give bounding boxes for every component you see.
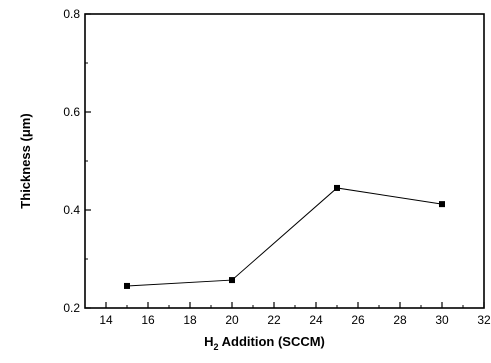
x-tick-label: 32 bbox=[477, 313, 491, 327]
y-tick-label: 0.6 bbox=[63, 105, 80, 119]
y-tick-label: 0.4 bbox=[63, 203, 80, 217]
x-tick-label: 24 bbox=[309, 313, 323, 327]
x-tick-label: 16 bbox=[141, 313, 155, 327]
data-point bbox=[229, 277, 235, 284]
x-tick-label: 14 bbox=[99, 313, 113, 327]
y-tick-label: 0.2 bbox=[63, 301, 80, 315]
series-line bbox=[126, 187, 443, 287]
y-axis-title: Thickness (μm) bbox=[18, 113, 33, 208]
x-axis-title: H2 Addition (SCCM) bbox=[204, 334, 325, 352]
plot-frame bbox=[84, 13, 485, 309]
data-point bbox=[334, 184, 340, 191]
x-tick-label: 20 bbox=[225, 313, 239, 327]
x-tick-label: 18 bbox=[183, 313, 197, 327]
x-tick-label: 28 bbox=[393, 313, 407, 327]
data-point bbox=[439, 201, 445, 208]
x-tick-label: 30 bbox=[435, 313, 449, 327]
data-point bbox=[124, 282, 130, 289]
x-tick-label: 26 bbox=[351, 313, 365, 327]
y-tick-label: 0.8 bbox=[63, 7, 80, 21]
x-tick-label: 22 bbox=[267, 313, 281, 327]
